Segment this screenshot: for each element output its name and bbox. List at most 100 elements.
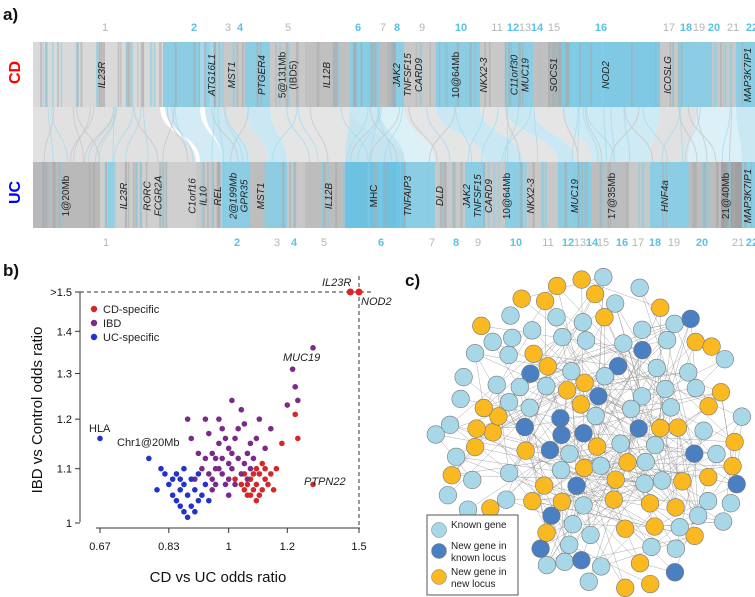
cd-stripe: [101, 42, 103, 107]
annotation-label: PTPN22: [304, 476, 346, 488]
network-node: [589, 387, 608, 406]
scatter-point: [289, 366, 296, 372]
gene-label: MHC: [369, 185, 380, 208]
network-node: [630, 554, 650, 573]
gene-label: 5@131Mb: [278, 51, 289, 98]
cd-stripe: [576, 42, 579, 107]
cd-stripe: [429, 42, 431, 107]
uc-stripe: [452, 162, 456, 228]
top-chromosome-number: 10: [455, 22, 467, 34]
network-node: [707, 444, 726, 464]
link-line: [76, 106, 101, 163]
gene-label: C11orf30: [510, 54, 521, 95]
scatter-point: [225, 492, 232, 499]
scatter-point: [229, 450, 235, 457]
network-node: [699, 397, 718, 416]
gene-label: (IBD5): [289, 61, 300, 90]
scatter-point: [244, 481, 251, 488]
uc-stripe: [105, 162, 107, 228]
bottom-chromosome-number: 16: [616, 237, 628, 249]
network-edge: [584, 467, 626, 588]
uc-stripe: [601, 162, 605, 228]
scatter-point: [195, 471, 202, 477]
cd-stripe: [174, 42, 177, 107]
uc-stripe: [201, 162, 204, 228]
network-node: [515, 417, 534, 437]
network-node: [489, 407, 508, 426]
cd-stripe: [360, 42, 363, 107]
network-node: [524, 344, 543, 363]
link-line: [505, 106, 521, 163]
network-node: [616, 519, 635, 538]
network-node: [576, 331, 596, 350]
uc-stripe: [588, 162, 590, 228]
network-node: [732, 407, 752, 426]
legend-node: [431, 569, 447, 585]
gene-label: IL23R: [97, 62, 108, 89]
network-node: [721, 494, 740, 513]
bottom-chromosome-number: 11: [542, 237, 553, 249]
y-tick-label: 1.1: [57, 464, 72, 476]
network-edge: [661, 453, 717, 481]
uc-stripe: [564, 162, 568, 228]
scatter-point: [232, 481, 238, 488]
scatter-point: [188, 476, 195, 482]
cd-stripe: [602, 42, 605, 107]
network-edge: [654, 521, 724, 527]
network-node: [537, 523, 556, 542]
uc-gene-labels: 1@20Mb IL23R RORC FCGR2A C1orf16 IL10 REL 2@199…: [61, 169, 754, 223]
cd-stripe: [260, 42, 262, 107]
cd-stripe: [741, 42, 744, 107]
scatter-point: [247, 465, 254, 472]
network-node: [472, 316, 491, 335]
uc-stripe: [88, 162, 91, 228]
link-line: [133, 106, 159, 163]
network-node: [499, 345, 518, 365]
link-band: [165, 107, 222, 162]
link-line: [297, 106, 319, 163]
network-node: [616, 578, 635, 597]
uc-stripe: [248, 162, 251, 228]
bottom-chromosome-number: 13: [574, 237, 586, 249]
legend-marker: [90, 305, 98, 313]
uc-stripe: [293, 162, 297, 228]
cd-stripe: [130, 42, 134, 107]
top-chromosome-number: 16: [595, 22, 607, 34]
cd-stripe: [415, 42, 417, 107]
bottom-chromosome-number: 22: [746, 237, 755, 249]
cd-stripe: [439, 42, 441, 107]
network-node: [606, 294, 625, 313]
scatter-point: [295, 435, 301, 442]
link-band: [610, 107, 660, 162]
link-line: [582, 106, 599, 163]
network-node: [668, 418, 688, 437]
gene-label: TNFSF15: [403, 53, 414, 97]
scatter-point: [222, 481, 229, 488]
y-tick-label: 1.3: [57, 369, 72, 381]
uc-stripe: [580, 162, 583, 228]
link-line: [377, 106, 392, 163]
network-node: [702, 337, 721, 356]
cd-stripe: [367, 42, 370, 107]
link-line: [94, 106, 117, 163]
scatter-point: [169, 492, 176, 499]
uc-block: [485, 162, 505, 228]
network-edge: [617, 365, 742, 417]
link-line: [603, 106, 607, 163]
cd-stripe: [203, 42, 207, 107]
network-node: [642, 537, 661, 557]
link-line: [171, 106, 194, 163]
cd-stripe: [275, 42, 277, 107]
scatter-point: [256, 416, 263, 422]
uc-block: [465, 162, 485, 228]
bottom-chromosome-number: 6: [378, 237, 384, 249]
scatter-point: [310, 345, 316, 351]
uc-stripe: [658, 162, 660, 228]
network-node: [483, 332, 502, 351]
uc-stripe: [729, 162, 731, 228]
scatter-point: [284, 402, 291, 408]
cd-gene-labels: IL23R ATG16L1 MST1 PTGER4 5@131Mb (IBD5) IL12B…: [97, 48, 754, 102]
uc-stripe: [202, 162, 205, 228]
uc-stripe: [514, 162, 516, 228]
